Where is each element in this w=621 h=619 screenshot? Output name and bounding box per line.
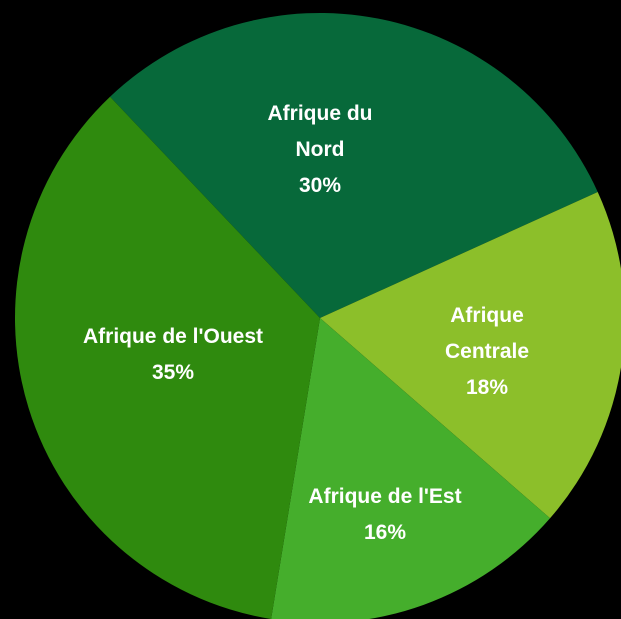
slice <box>320 191 621 519</box>
category-label: Afrique de l'Est <box>308 485 462 508</box>
slice-label: Afrique de l'Est 16% <box>270 479 500 551</box>
slice-label: Afrique de l'Ouest 35% <box>38 319 308 391</box>
slice-label: Afrique Centrale 18% <box>422 298 552 406</box>
slice <box>271 318 551 619</box>
value-label: 18% <box>465 376 509 399</box>
category-label: Afrique de l'Ouest <box>82 325 264 348</box>
value-label: 30% <box>298 174 342 197</box>
category-label: Afrique du Nord <box>267 102 373 161</box>
slice <box>15 96 320 619</box>
slice-label: Afrique du Nord 30% <box>255 96 385 204</box>
value-label: 35% <box>151 361 195 384</box>
slice <box>110 13 598 318</box>
value-label: 16% <box>363 521 407 544</box>
category-label: Afrique Centrale <box>444 304 530 363</box>
